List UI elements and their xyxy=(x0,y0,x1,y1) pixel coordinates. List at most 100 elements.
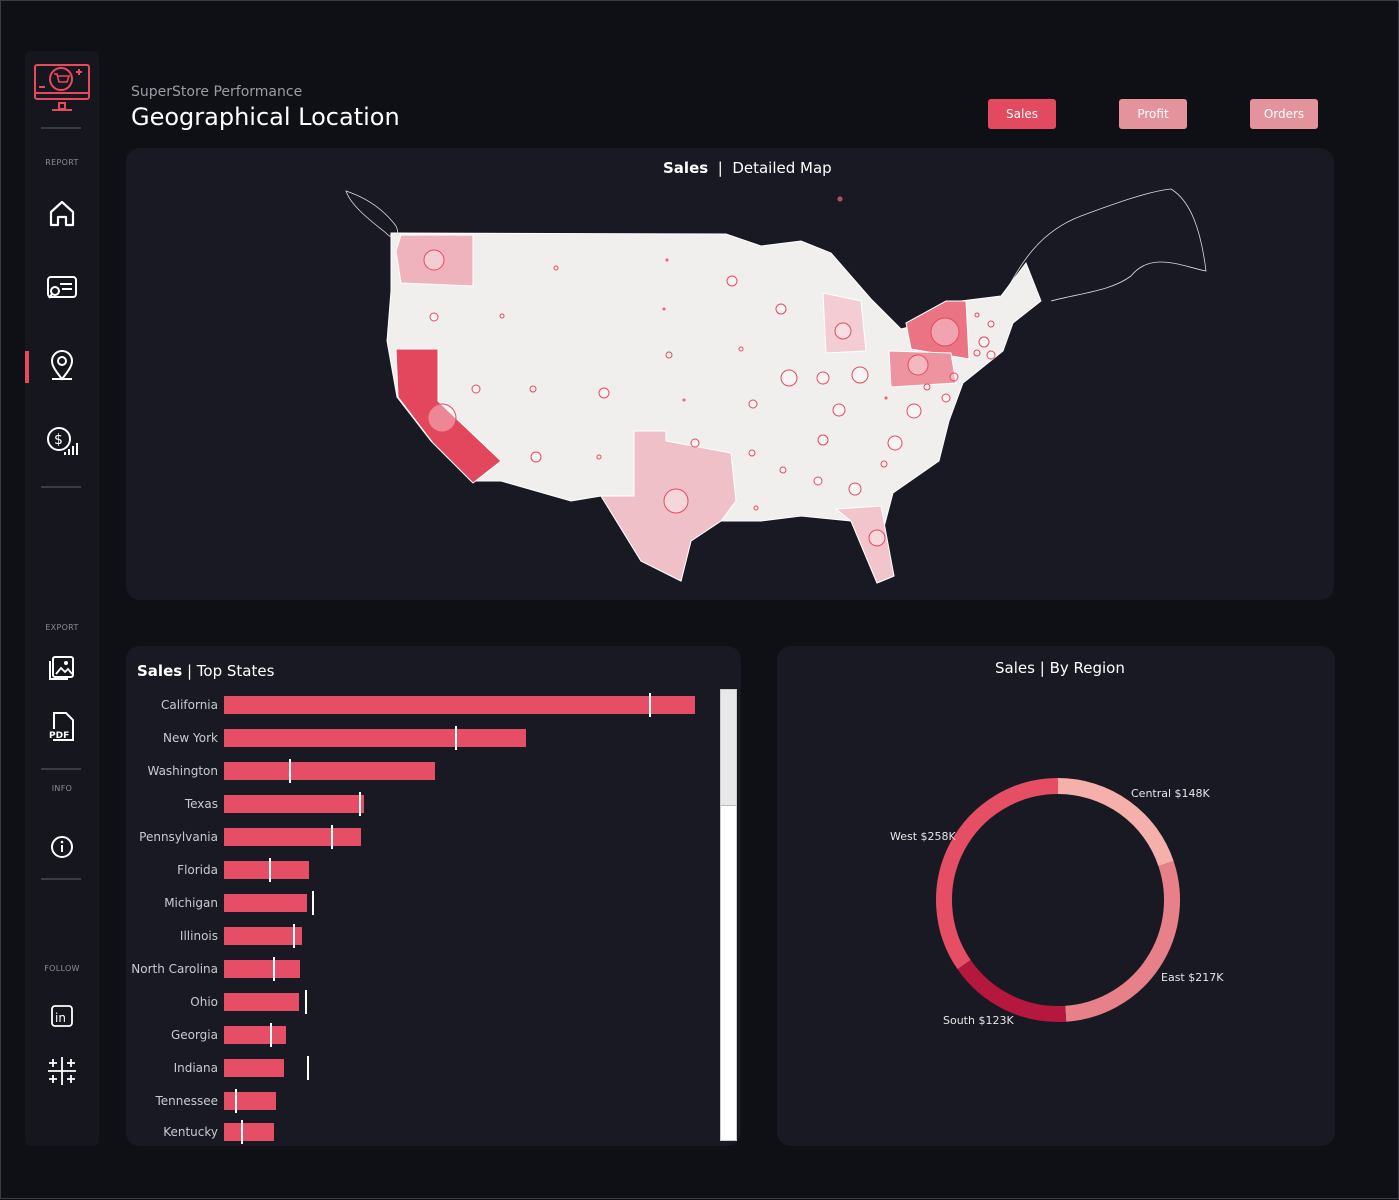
state-sales-marker[interactable] xyxy=(427,403,457,433)
state-sales-marker[interactable] xyxy=(974,312,980,318)
state-sales-marker[interactable] xyxy=(471,384,481,394)
us-sales-map[interactable] xyxy=(1,1,1399,601)
orders-button[interactable]: Orders xyxy=(1250,99,1318,129)
state-sales-marker[interactable] xyxy=(665,351,673,359)
donut-label: South $123K xyxy=(943,1014,1014,1027)
state-pennsylvania xyxy=(888,350,957,388)
state-sales-marker[interactable] xyxy=(987,320,995,328)
state-sales-marker[interactable] xyxy=(930,317,960,347)
state-sales-marker[interactable] xyxy=(530,451,542,463)
donut-slice-central[interactable] xyxy=(1057,778,1174,867)
state-sales-marker[interactable] xyxy=(949,372,959,382)
state-sales-marker[interactable] xyxy=(598,387,610,399)
state-sales-marker[interactable] xyxy=(499,313,505,319)
report-search-icon[interactable] xyxy=(42,269,82,309)
state-sales-marker[interactable] xyxy=(690,438,700,448)
map-pin-icon[interactable] xyxy=(42,346,82,386)
state-sales-marker[interactable] xyxy=(986,350,996,360)
state-new-york xyxy=(905,300,970,360)
state-sales-marker[interactable] xyxy=(665,258,669,262)
state-sales-marker[interactable] xyxy=(816,371,830,385)
linkedin-icon[interactable]: in xyxy=(42,996,82,1036)
state-sales-marker[interactable] xyxy=(662,307,666,311)
reference-line xyxy=(455,726,458,750)
bar[interactable] xyxy=(224,729,527,747)
state-sales-marker[interactable] xyxy=(887,435,903,451)
sales-button[interactable]: Sales xyxy=(988,99,1056,129)
scrollbar-thumb[interactable] xyxy=(721,690,736,806)
reference-line xyxy=(273,957,276,981)
region-title: Sales | By Region xyxy=(995,659,1125,677)
bar[interactable] xyxy=(224,960,301,978)
bar-label: Pennsylvania xyxy=(139,830,218,844)
donut-slice-east[interactable] xyxy=(1065,861,1180,1022)
bar[interactable] xyxy=(224,894,308,912)
section-info: INFO xyxy=(51,784,73,793)
state-sales-marker[interactable] xyxy=(748,399,758,409)
bar[interactable] xyxy=(224,762,435,780)
state-sales-marker[interactable] xyxy=(748,449,756,457)
bar[interactable] xyxy=(224,993,300,1011)
state-sales-marker[interactable] xyxy=(775,303,787,315)
reference-line xyxy=(292,924,295,948)
state-sales-marker[interactable] xyxy=(851,366,869,384)
bar[interactable] xyxy=(224,1059,284,1077)
donut-slice-west[interactable] xyxy=(936,778,1059,970)
state-sales-marker[interactable] xyxy=(429,312,439,322)
home-icon[interactable] xyxy=(42,193,82,233)
scrollbar[interactable] xyxy=(720,689,737,1141)
state-sales-marker[interactable] xyxy=(753,505,759,511)
state-sales-marker[interactable] xyxy=(923,383,931,391)
bar-label: Washington xyxy=(147,764,218,778)
state-sales-marker[interactable] xyxy=(906,403,922,419)
info-icon[interactable] xyxy=(42,827,82,867)
reference-line xyxy=(648,693,651,717)
state-sales-marker[interactable] xyxy=(941,393,951,403)
state-sales-marker[interactable] xyxy=(837,196,843,202)
state-sales-marker[interactable] xyxy=(529,385,537,393)
state-sales-marker[interactable] xyxy=(553,265,559,271)
donut-slice-south[interactable] xyxy=(957,959,1067,1022)
bar[interactable] xyxy=(224,795,364,813)
state-sales-marker[interactable] xyxy=(813,476,823,486)
bar[interactable] xyxy=(224,1123,275,1141)
state-sales-marker[interactable] xyxy=(817,434,829,446)
state-sales-marker[interactable] xyxy=(868,529,886,547)
state-sales-marker[interactable] xyxy=(682,398,686,402)
pdf-export-icon[interactable]: PDF xyxy=(42,707,82,747)
state-sales-marker[interactable] xyxy=(848,482,862,496)
state-sales-marker[interactable] xyxy=(738,346,744,352)
bar-label: Florida xyxy=(177,863,218,877)
profit-button[interactable]: Profit xyxy=(1119,99,1187,129)
bar-label: Illinois xyxy=(179,929,218,943)
state-sales-marker[interactable] xyxy=(832,403,846,417)
state-sales-marker[interactable] xyxy=(596,454,602,460)
bar[interactable] xyxy=(224,696,695,714)
state-sales-marker[interactable] xyxy=(907,354,929,376)
section-export: EXPORT xyxy=(45,623,79,632)
image-export-icon[interactable] xyxy=(42,648,82,688)
state-sales-marker[interactable] xyxy=(726,275,738,287)
active-indicator xyxy=(25,351,29,383)
state-sales-marker[interactable] xyxy=(780,369,798,387)
state-sales-marker[interactable] xyxy=(973,349,981,357)
divider xyxy=(41,127,81,129)
sales-growth-icon[interactable]: $ xyxy=(42,422,82,462)
svg-text:PDF: PDF xyxy=(49,731,69,741)
dashboard-subtitle: SuperStore Performance xyxy=(131,84,303,100)
bar[interactable] xyxy=(224,861,310,879)
donut-label: West $258K xyxy=(890,830,956,843)
state-sales-marker[interactable] xyxy=(880,460,888,468)
section-follow: FOLLOW xyxy=(44,964,80,973)
state-sales-marker[interactable] xyxy=(884,396,888,400)
bar[interactable] xyxy=(224,927,303,945)
state-sales-marker[interactable] xyxy=(423,249,445,271)
tableau-icon[interactable] xyxy=(42,1051,82,1091)
state-sales-marker[interactable] xyxy=(978,336,990,348)
bar[interactable] xyxy=(224,828,361,846)
state-sales-marker[interactable] xyxy=(663,488,689,514)
state-sales-marker[interactable] xyxy=(779,466,787,474)
state-sales-marker[interactable] xyxy=(834,322,852,340)
state-texas xyxy=(600,430,737,582)
